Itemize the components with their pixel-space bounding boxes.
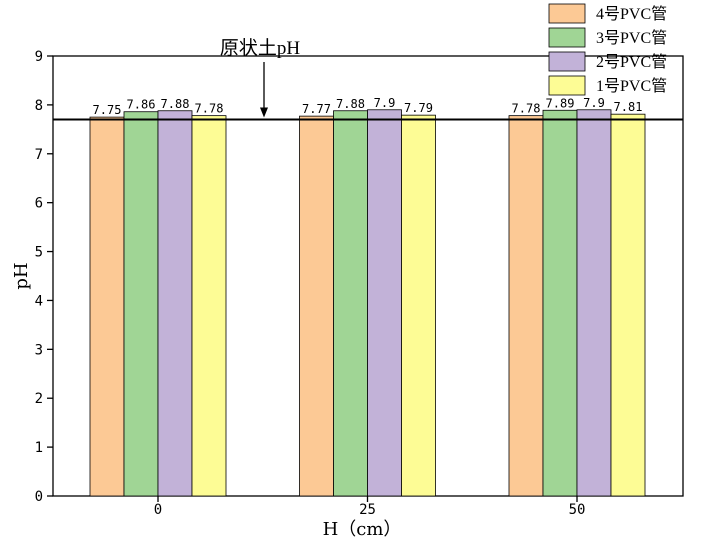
bars-group <box>89 109 646 497</box>
data-label: 7.86 <box>127 98 156 112</box>
legend: 4号PVC管 3号PVC管 2号PVC管 1号PVC管 <box>548 3 667 96</box>
x-axis: 0 25 50 <box>154 496 586 518</box>
y-tick-label: 8 <box>35 98 43 114</box>
bar <box>508 115 544 497</box>
x-axis-title: H（cm） <box>323 519 402 540</box>
bar <box>89 116 125 497</box>
y-tick-label: 7 <box>35 147 43 163</box>
y-tick-label: 6 <box>35 196 43 212</box>
reference-line-label: 原状土pH <box>220 37 301 59</box>
y-tick-label: 5 <box>35 245 43 261</box>
data-label: 7.88 <box>336 97 365 111</box>
bar <box>123 111 159 497</box>
data-label: 7.78 <box>195 102 224 116</box>
bar <box>191 115 227 497</box>
data-label: 7.75 <box>93 103 122 117</box>
y-tick-label: 4 <box>35 293 43 309</box>
x-tick-label: 50 <box>569 502 586 518</box>
x-tick-label: 25 <box>359 502 376 518</box>
data-label: 7.9 <box>583 96 605 110</box>
data-label: 7.88 <box>161 97 190 111</box>
data-label: 7.77 <box>302 102 331 116</box>
legend-label: 1号PVC管 <box>596 77 667 95</box>
y-tick-label: 2 <box>35 391 43 407</box>
legend-label: 2号PVC管 <box>596 53 667 71</box>
bar <box>576 109 612 497</box>
data-label: 7.9 <box>374 96 396 110</box>
y-tick-label: 9 <box>35 49 43 65</box>
bar <box>401 114 436 497</box>
legend-swatch <box>548 27 586 48</box>
y-tick-label: 0 <box>35 489 43 505</box>
bar <box>333 110 368 497</box>
legend-swatch <box>548 3 586 24</box>
bar <box>367 109 402 497</box>
legend-swatch <box>548 75 586 96</box>
data-label: 7.78 <box>512 102 541 116</box>
y-axis: 0 1 2 3 4 5 6 7 8 9 <box>35 49 53 505</box>
legend-swatch <box>548 51 586 72</box>
y-tick-label: 1 <box>35 440 43 456</box>
bar <box>299 115 334 497</box>
reference-arrow-head <box>260 107 268 118</box>
data-label: 7.89 <box>546 96 575 110</box>
legend-label: 4号PVC管 <box>596 5 667 23</box>
y-axis-title: pH <box>11 262 32 289</box>
data-label: 7.79 <box>404 101 433 115</box>
bar <box>610 113 646 497</box>
x-tick-label: 0 <box>154 502 162 518</box>
legend-label: 3号PVC管 <box>596 29 667 47</box>
data-labels-group: 7.75 7.77 7.78 7.86 7.88 7.89 7.88 7.9 7.9 7.78 7.… <box>93 96 643 117</box>
data-label: 7.81 <box>614 100 643 114</box>
bar <box>157 110 193 497</box>
y-tick-label: 3 <box>35 342 43 358</box>
bar <box>542 109 578 497</box>
